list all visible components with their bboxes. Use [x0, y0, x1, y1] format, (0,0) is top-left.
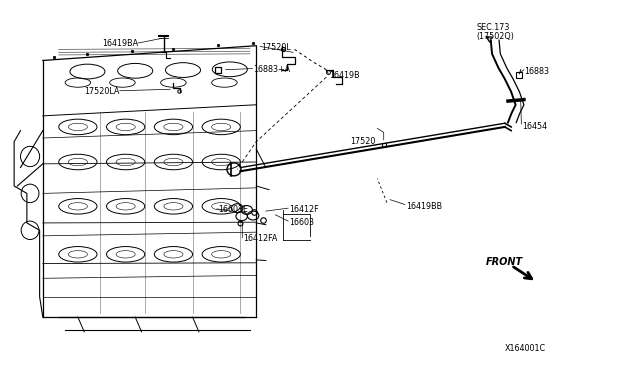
Text: 16883+A: 16883+A: [253, 65, 290, 74]
Text: SEC.173: SEC.173: [476, 23, 509, 32]
Text: 16603: 16603: [289, 218, 314, 227]
Text: 16419BB: 16419BB: [406, 202, 442, 211]
Text: 16883: 16883: [524, 67, 549, 76]
Text: 16419BA: 16419BA: [102, 39, 138, 48]
Text: (17502Q): (17502Q): [476, 32, 514, 41]
Text: 16412FA: 16412FA: [244, 234, 278, 243]
Text: X164001C: X164001C: [505, 344, 546, 353]
Text: 17520LA: 17520LA: [84, 87, 119, 96]
Text: 16412F: 16412F: [289, 205, 319, 215]
Text: 16603E: 16603E: [218, 205, 248, 215]
Text: 17520: 17520: [351, 137, 376, 146]
Text: 16419B: 16419B: [330, 71, 360, 80]
Text: 16454: 16454: [523, 122, 548, 131]
Text: FRONT: FRONT: [486, 257, 523, 267]
Text: 17520L: 17520L: [261, 43, 291, 52]
